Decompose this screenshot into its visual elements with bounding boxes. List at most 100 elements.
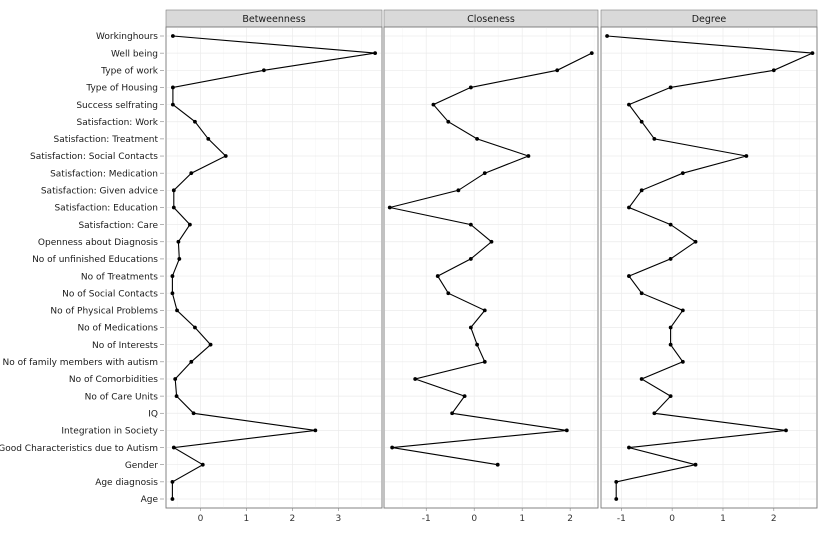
data-point [627, 102, 631, 107]
data-point [390, 445, 395, 450]
x-tick-label: 0 [669, 514, 675, 524]
data-point [784, 428, 788, 433]
data-point [223, 154, 228, 158]
y-tick-label: No of Interests [92, 341, 158, 351]
y-tick-label: No of Care Units [85, 392, 159, 402]
y-tick-label: Age [141, 495, 159, 505]
x-tick-label: -1 [617, 514, 626, 524]
panel-degree: Degree -1 0 1 2 [600, 9, 818, 524]
data-point [652, 411, 657, 416]
data-point [170, 479, 175, 484]
y-tick-label: Satisfaction: Work [76, 118, 158, 128]
y-tick-label: Satisfaction: Care [78, 221, 158, 231]
data-point [668, 325, 673, 330]
data-point [170, 497, 175, 501]
data-point [639, 188, 644, 193]
panel-closeness: Closeness -1 0 1 2 [383, 9, 599, 524]
data-point [639, 119, 644, 124]
data-point [482, 308, 487, 313]
data-point [446, 119, 451, 124]
data-point [680, 359, 685, 364]
data-point [468, 85, 473, 90]
data-point [639, 377, 644, 381]
data-point [495, 462, 500, 467]
series-line [171, 35, 376, 499]
data-point [189, 359, 194, 364]
data-point [564, 428, 569, 433]
data-point [171, 205, 176, 210]
panel-border [165, 26, 383, 509]
data-point [176, 239, 181, 244]
data-point [589, 51, 594, 56]
data-point [744, 154, 749, 158]
data-point [652, 136, 657, 141]
data-point [171, 188, 176, 193]
data-point [489, 239, 494, 244]
data-point [680, 308, 685, 313]
data-point [668, 342, 673, 347]
data-point [468, 257, 473, 261]
data-point [170, 102, 175, 107]
data-point [435, 274, 440, 278]
data-point [555, 68, 560, 73]
data-point [200, 462, 205, 467]
data-point [693, 239, 698, 244]
y-tick-label: No of unfinished Educations [32, 255, 158, 265]
x-tick-label: 2 [567, 514, 573, 524]
data-point [668, 394, 673, 399]
data-point [450, 411, 455, 416]
data-point [431, 102, 436, 107]
data-point [193, 325, 197, 330]
panel-title: Closeness [467, 14, 515, 25]
data-point [193, 119, 197, 124]
data-point [680, 171, 685, 176]
y-tick-label: Satisfaction: Education [54, 204, 158, 214]
panel-background [600, 26, 818, 509]
panel-background [383, 26, 599, 509]
data-point [668, 222, 673, 227]
data-point [468, 222, 473, 227]
y-tick-label: Type of work [100, 66, 159, 76]
data-point [413, 377, 418, 381]
x-tick-label: 1 [720, 514, 726, 524]
data-point [208, 342, 213, 347]
x-tick-label: 1 [244, 514, 250, 524]
panel-title: Degree [692, 14, 727, 25]
data-point [456, 188, 461, 193]
panel-border [383, 26, 599, 509]
series-line [607, 35, 813, 499]
data-point [639, 291, 644, 296]
y-tick-label: Gender [125, 461, 158, 471]
data-point [206, 136, 211, 141]
y-tick-label: Openness about Diagnosis [38, 238, 158, 248]
panel-title: Betweenness [242, 14, 305, 25]
data-point [171, 445, 176, 450]
x-tick-label: -1 [422, 514, 431, 524]
x-tick-label: 0 [198, 514, 204, 524]
data-point [614, 479, 619, 484]
data-point [627, 205, 631, 210]
data-point [387, 205, 392, 210]
data-point [170, 291, 175, 296]
data-point [771, 68, 776, 73]
data-point [170, 34, 175, 38]
data-point [668, 85, 673, 90]
data-point [462, 394, 467, 399]
data-point [174, 394, 179, 399]
y-tick-label: Well being [111, 49, 158, 59]
y-tick-label: No of Comorbidities [69, 375, 158, 385]
data-point [170, 85, 175, 90]
y-tick-label: No of Medications [77, 324, 158, 334]
data-point [627, 274, 631, 278]
panel-background [165, 26, 383, 509]
panel-betweenness: Betweenness 0 1 2 3 [165, 9, 383, 524]
y-tick-label: Age diagnosis [95, 478, 158, 488]
y-tick-label: Satisfaction: Given advice [41, 187, 159, 197]
data-point [668, 257, 673, 261]
data-point [313, 428, 318, 433]
data-point [614, 497, 619, 501]
data-point [261, 68, 266, 73]
x-tick-label: 3 [335, 514, 341, 524]
y-tick-label: Type of Housing [85, 84, 158, 94]
